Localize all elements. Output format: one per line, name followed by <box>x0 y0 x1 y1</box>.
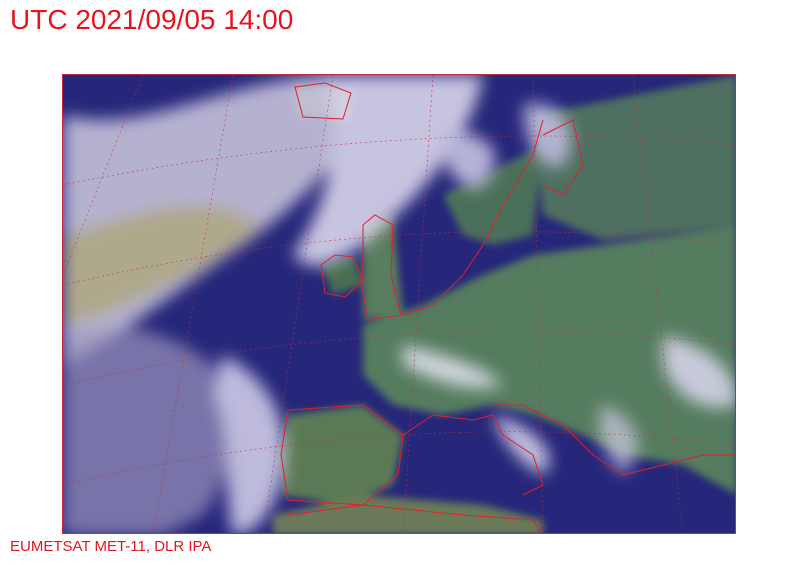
timestamp-title: UTC 2021/09/05 14:00 <box>10 4 294 35</box>
graticule <box>63 75 735 533</box>
coastlines-borders <box>280 82 735 533</box>
land-masses <box>273 75 735 533</box>
satellite-image <box>62 74 736 534</box>
image-credit: EUMETSAT MET-11, DLR IPA <box>10 538 212 555</box>
satellite-map <box>63 75 735 533</box>
